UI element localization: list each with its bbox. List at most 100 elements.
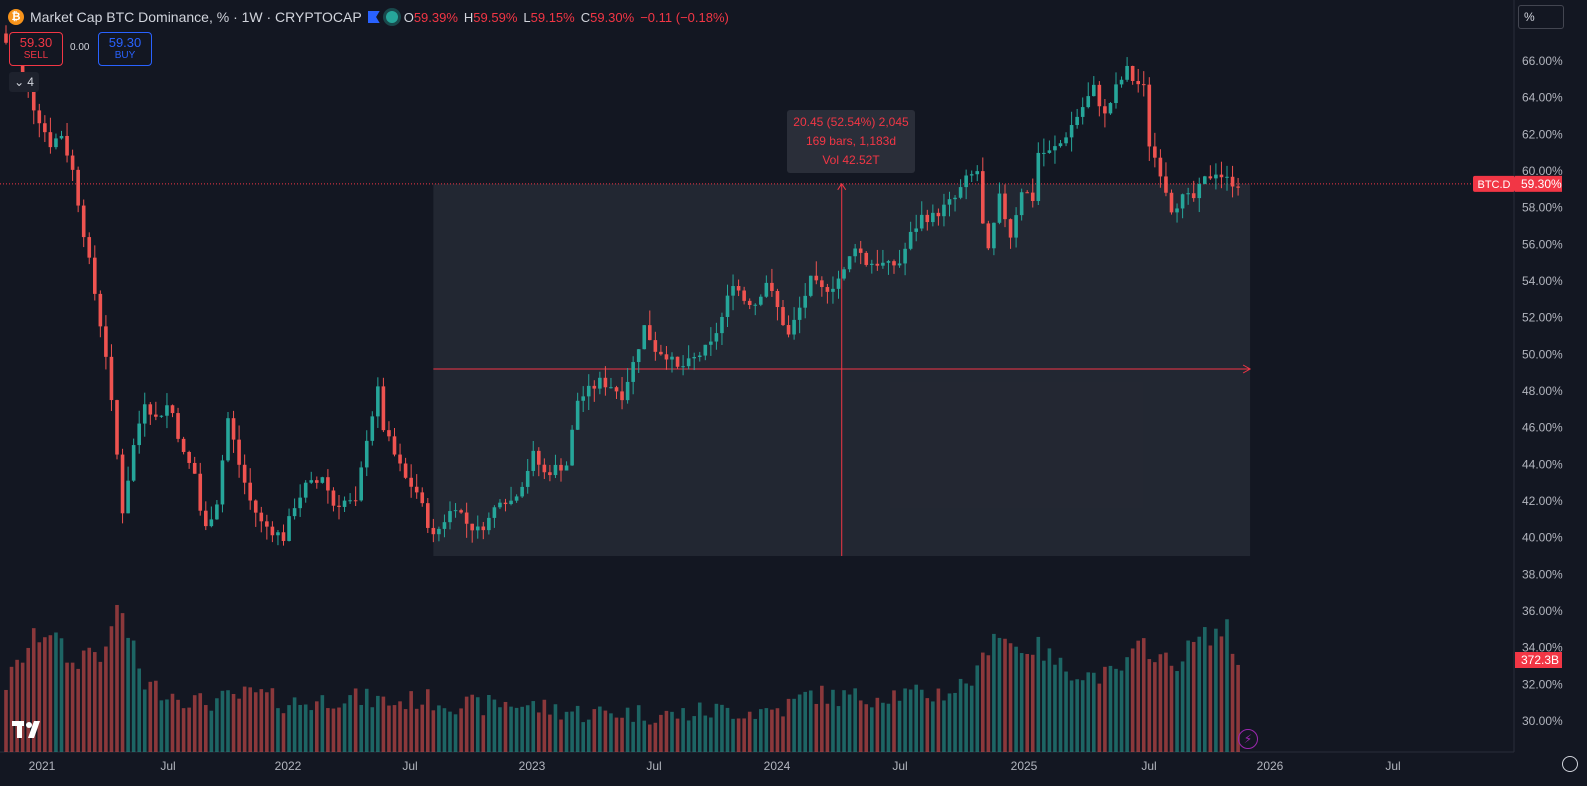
candle-body (1119, 79, 1124, 85)
volume-bar (1153, 662, 1157, 752)
candle-body (953, 197, 957, 200)
price-tag-bg (1515, 175, 1562, 192)
volume-bar (154, 680, 158, 752)
candle-body (1042, 152, 1046, 154)
x-tick-label: Jul (1385, 759, 1400, 773)
volume-bar (559, 719, 563, 752)
y-tick-label: 52.00% (1522, 311, 1563, 325)
volume-bar (537, 712, 541, 752)
volume-bar (1214, 628, 1218, 752)
volume-bar (981, 652, 985, 752)
candle-body (1169, 192, 1174, 213)
candle-body (276, 532, 280, 536)
bitcoin-icon: ₿ (8, 9, 24, 25)
candle-body (1086, 96, 1091, 108)
volume-bar (1180, 661, 1185, 752)
candle-body (109, 356, 114, 401)
indicators-toggle[interactable]: ⌄ 4 (9, 72, 39, 92)
volume-bar (176, 699, 180, 752)
sell-button[interactable]: 59.30 SELL (9, 32, 63, 66)
volume-bar (187, 707, 191, 752)
candle-body (1019, 192, 1024, 216)
candle-body (1175, 208, 1179, 213)
volume-bar (520, 706, 524, 752)
candle-body (681, 366, 685, 368)
volume-bar (681, 708, 685, 752)
candle-body (1014, 215, 1018, 238)
volume-bar (1030, 654, 1035, 752)
volume-bar (598, 706, 602, 752)
volume-bar (259, 689, 264, 752)
candle-body (803, 295, 807, 308)
candle-body (514, 496, 519, 501)
volume-bar (797, 694, 802, 752)
lightning-icon[interactable]: ⚡ (1238, 729, 1258, 749)
candle-body (265, 521, 269, 527)
candle-body (997, 193, 1002, 223)
candle-body (220, 460, 225, 505)
volume-bar (159, 700, 164, 752)
tradingview-logo-icon[interactable] (12, 718, 46, 740)
candle-body (925, 214, 930, 223)
candle-body (648, 325, 652, 341)
candle-body (131, 445, 136, 481)
flag-icon[interactable] (367, 11, 380, 23)
volume-bar (1014, 646, 1018, 752)
candle-body (625, 381, 630, 401)
candle-body (1069, 125, 1074, 138)
volume-bar (764, 708, 769, 752)
volume-bar (1158, 654, 1163, 752)
volume-bar (858, 700, 863, 752)
y-tick-label: 46.00% (1522, 421, 1563, 435)
volume-bar (1175, 671, 1179, 752)
volume-bar (786, 698, 791, 752)
volume-bar (170, 693, 175, 752)
volume-bar (470, 694, 474, 752)
volume-bar (348, 695, 352, 752)
y-tick-label: 56.00% (1522, 237, 1563, 251)
candle-body (559, 464, 563, 471)
volume-bar (742, 718, 746, 752)
gear-icon[interactable] (1562, 756, 1578, 772)
volume-bar (592, 709, 597, 752)
candle-body (570, 429, 574, 466)
candle-body (575, 400, 580, 430)
candle-body (470, 523, 474, 531)
symbol-title[interactable]: Market Cap BTC Dominance, % · 1W · CRYPT… (30, 9, 362, 25)
candle-body (281, 532, 286, 541)
volume-bar (1053, 664, 1057, 752)
candle-body (659, 351, 663, 355)
volume-bar (414, 708, 419, 752)
candle-body (270, 526, 275, 536)
candle-body (1058, 143, 1063, 147)
candle-body (231, 418, 236, 440)
volume-bar (1108, 665, 1113, 752)
candle-body (903, 248, 907, 264)
candle-body (398, 454, 402, 464)
volume-bar (381, 696, 386, 752)
candle-body (48, 132, 53, 148)
volume-bar (870, 707, 874, 752)
volume-bar (198, 693, 203, 752)
buy-button[interactable]: 59.30 BUY (98, 32, 152, 66)
candle-body (992, 222, 996, 249)
volume-bar (1191, 641, 1196, 752)
market-status-icon (385, 11, 398, 23)
volume-bar (220, 690, 225, 752)
volume-bar (1236, 664, 1240, 752)
volume-bar (137, 668, 141, 752)
candle-body (692, 357, 696, 359)
y-tick-label: 60.00% (1522, 164, 1563, 178)
volume-bar (1114, 668, 1118, 752)
candle-body (942, 204, 946, 217)
candle-body (958, 187, 963, 198)
candle-body (1236, 186, 1240, 188)
axis-unit-selector[interactable]: % (1518, 5, 1564, 29)
y-tick-label: 48.00% (1522, 384, 1563, 398)
volume-bar (925, 698, 930, 752)
candle-body (1097, 84, 1102, 107)
candle-body (364, 440, 369, 468)
candle-body (825, 287, 830, 292)
symbol-tag-label: BTC.D (1478, 179, 1511, 191)
